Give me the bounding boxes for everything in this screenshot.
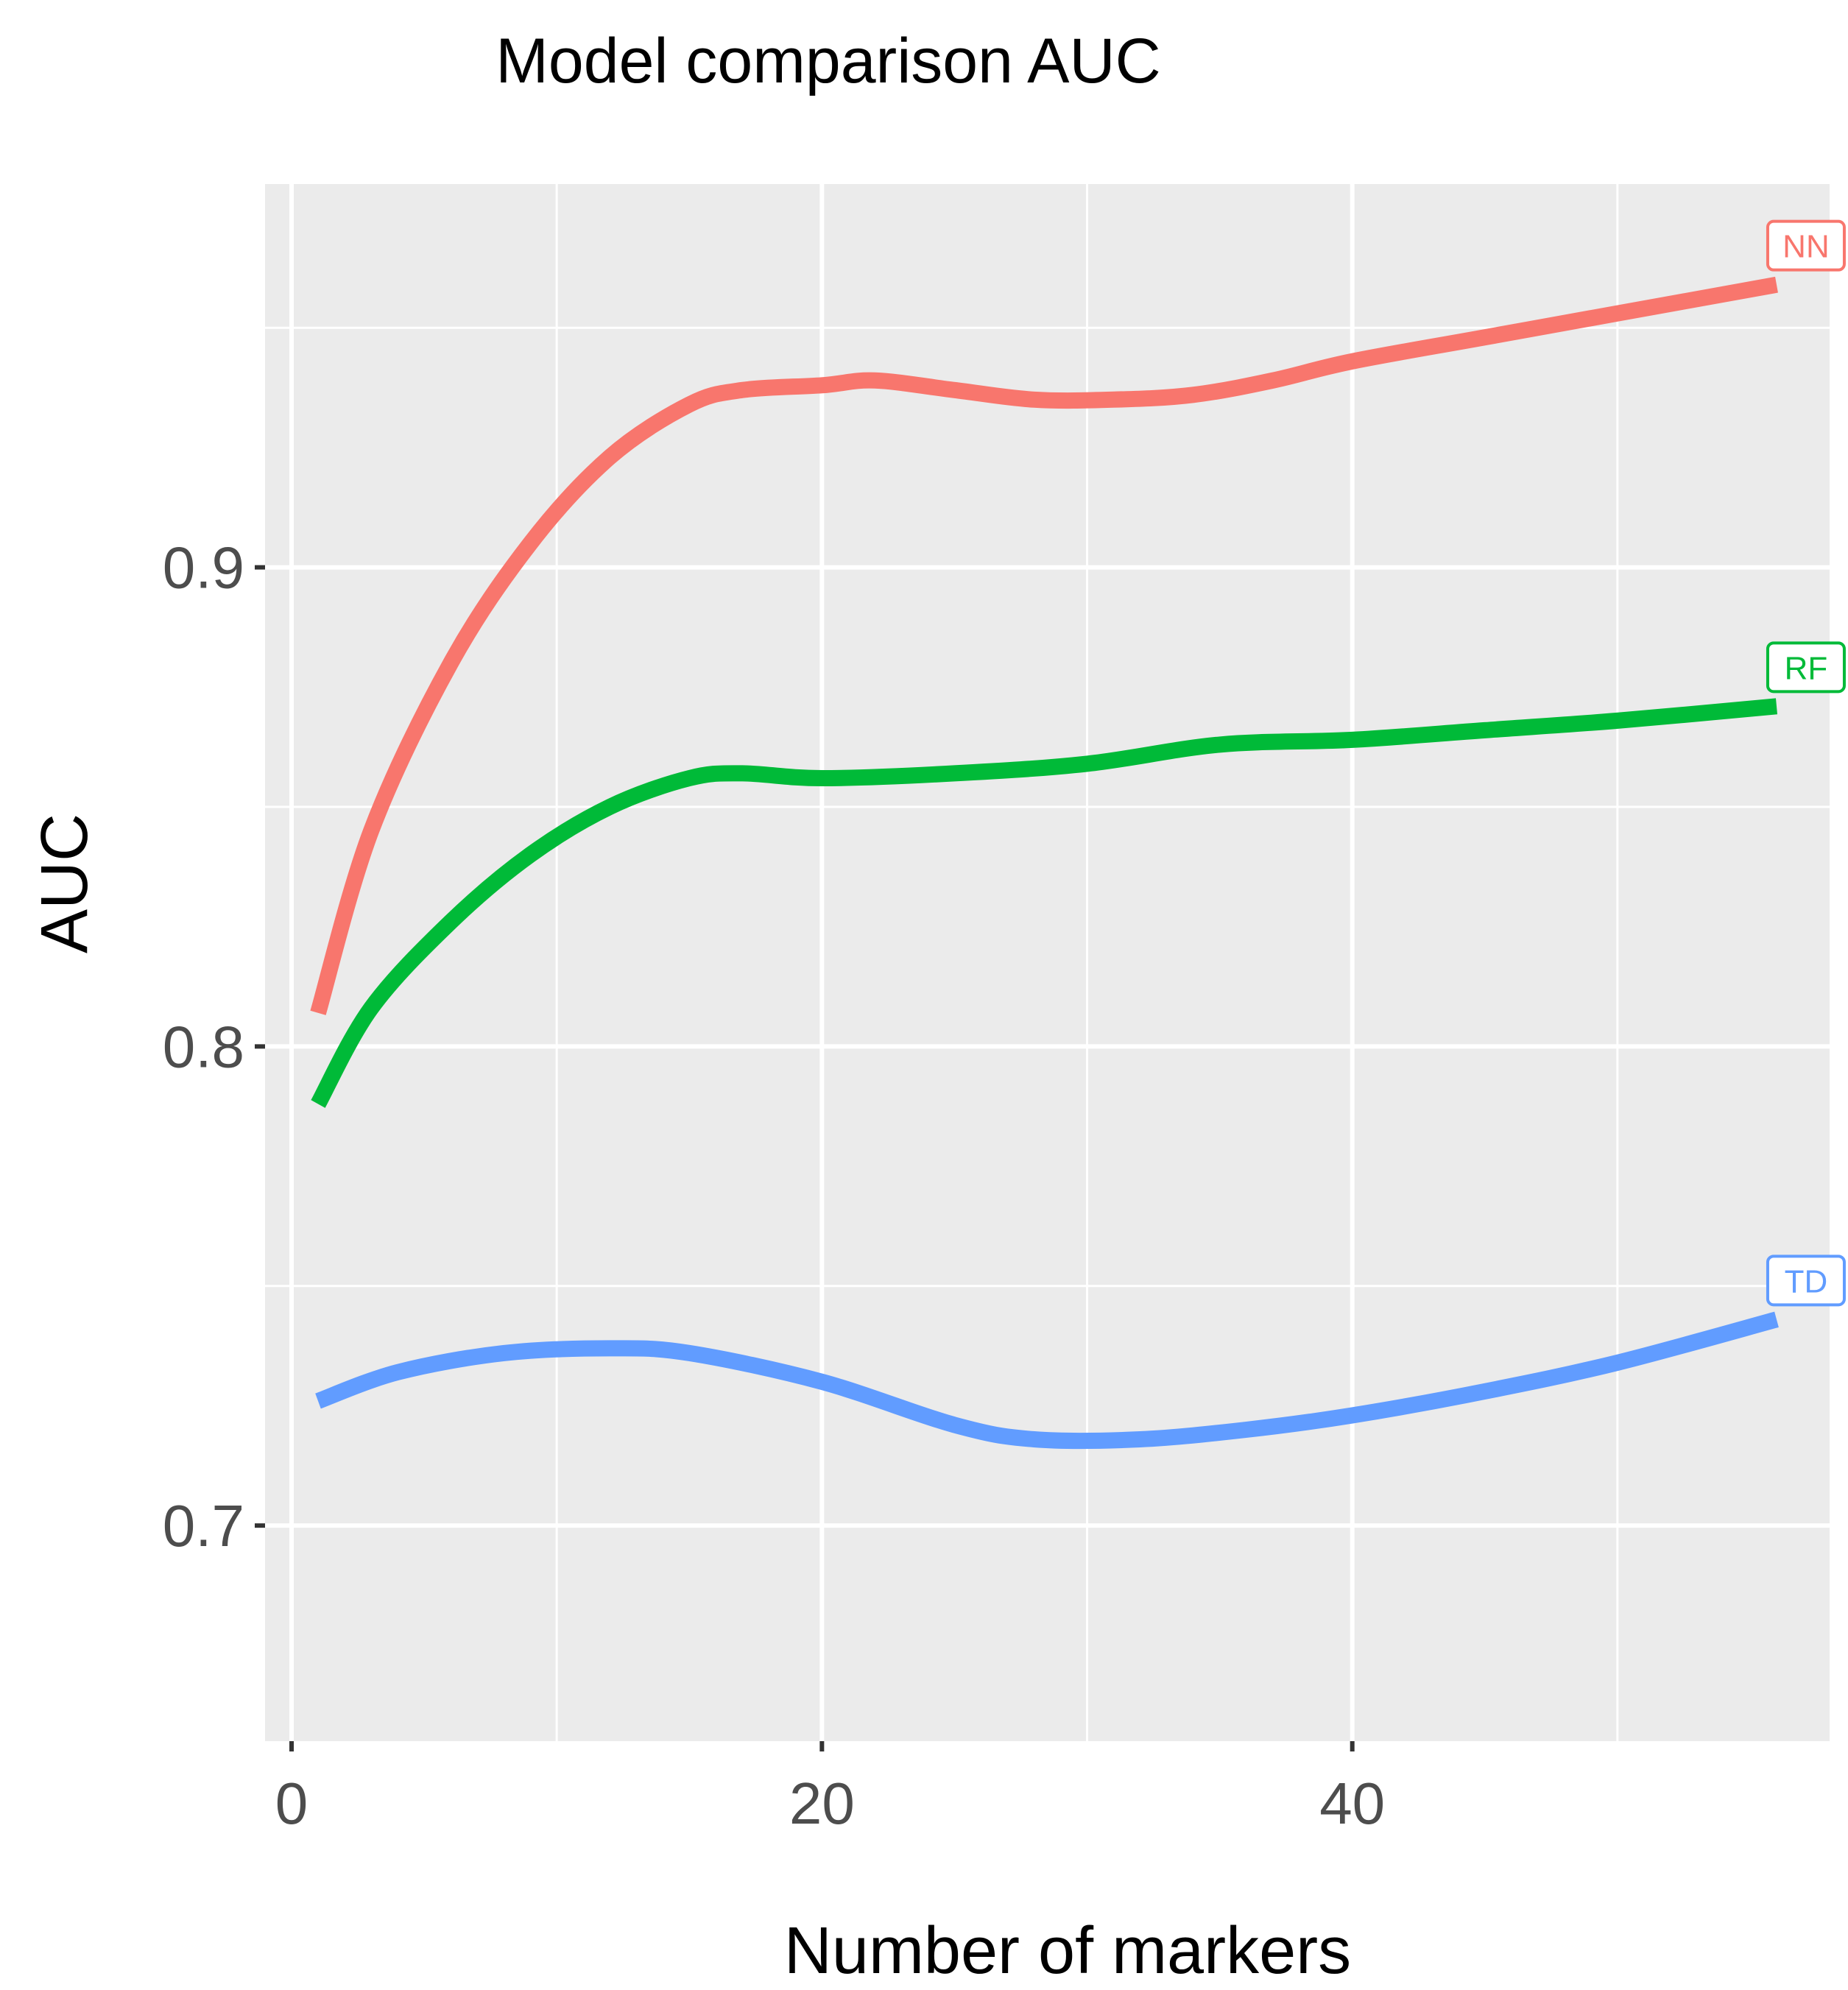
series-line-rf	[311, 698, 1778, 1108]
x-tick-label: 20	[789, 1771, 855, 1836]
grid-minor-lines	[265, 184, 1830, 1741]
series-label-td: TD	[1785, 1263, 1828, 1299]
y-axis-title: AUC	[28, 814, 102, 953]
y-axis: 0.7 0.8 0.9	[163, 535, 265, 1559]
series-label-nn: NN	[1782, 229, 1830, 265]
series-label-box-rf	[1766, 641, 1846, 694]
y-tick-label: 0.9	[163, 535, 244, 601]
plot-panel	[265, 184, 1830, 1741]
x-axis-title: Number of markers	[784, 1914, 1351, 1988]
series-line-td	[315, 1311, 1779, 1450]
y-tick-label: 0.7	[163, 1493, 244, 1559]
series-lines	[310, 276, 1779, 1450]
series-label-rf: RF	[1785, 650, 1828, 686]
series-labels: NN RF TD	[1766, 219, 1846, 1307]
chart-title: Model comparison AUC	[495, 26, 1160, 96]
series-label-box-nn	[1766, 219, 1846, 272]
series-label-box-td	[1766, 1255, 1846, 1307]
y-tick-label: 0.8	[163, 1014, 244, 1079]
x-tick-label: 40	[1319, 1771, 1385, 1836]
grid-major-lines	[265, 184, 1830, 1741]
x-axis: 0 20 40	[275, 1741, 1385, 1836]
x-tick-label: 0	[275, 1771, 308, 1836]
series-line-nn	[310, 276, 1778, 1015]
